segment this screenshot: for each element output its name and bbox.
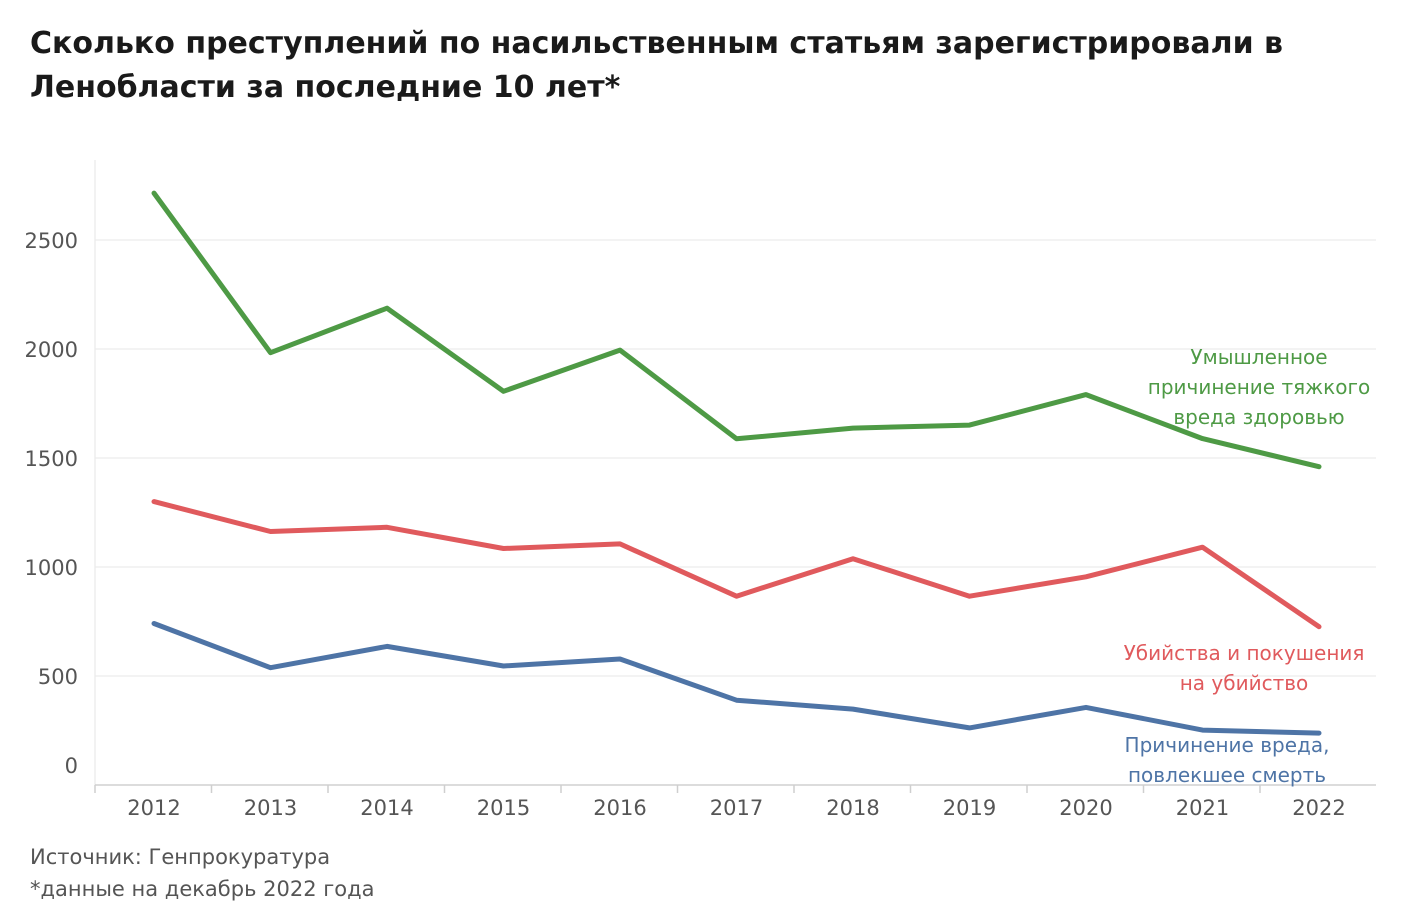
series-line-2 <box>151 499 1322 630</box>
y-tick-label: 2500 <box>25 229 78 253</box>
footnote: *данные на декабрь 2022 года <box>30 877 375 901</box>
series-labels: Умышленное причинение тяжкого вреда здоров… <box>1124 345 1371 787</box>
x-tick-label: 2017 <box>710 796 763 820</box>
y-tick-label: 500 <box>38 665 78 689</box>
series-label-3: повлекшее смерть <box>1128 763 1326 787</box>
series-line-3 <box>151 621 1322 736</box>
x-axis: 2012 2013 2014 2015 2016 2017 2018 2019 2020 2021… <box>94 784 1376 820</box>
x-tick-label: 2014 <box>360 796 413 820</box>
x-tick-label: 2012 <box>127 796 180 820</box>
chart-title: Сколько преступлений по насильственным с… <box>30 26 1284 105</box>
series-line-1 <box>151 190 1322 470</box>
x-tick-label: 2015 <box>477 796 530 820</box>
y-tick-label: 1000 <box>25 556 78 580</box>
y-axis-ticks: 0 500 1000 1500 2000 2500 <box>25 229 78 778</box>
series-label-1: Умышленное <box>1190 345 1327 369</box>
x-tick-label: 2018 <box>826 796 879 820</box>
source-note: Источник: Генпрокуратура <box>30 845 331 869</box>
series-label-1: вреда здоровью <box>1173 405 1344 429</box>
y-tick-label: 2000 <box>25 338 78 362</box>
series-label-1: причинение тяжкого <box>1148 375 1370 399</box>
x-tick-label: 2016 <box>593 796 646 820</box>
y-tick-label: 0 <box>65 754 78 778</box>
x-tick-label: 2019 <box>943 796 996 820</box>
x-tick-label: 2022 <box>1292 796 1345 820</box>
x-tick-label: 2013 <box>244 796 297 820</box>
series-label-3: Причинение вреда, <box>1125 733 1330 757</box>
series-label-2: Убийства и покушения <box>1124 641 1365 665</box>
series-lines <box>151 190 1322 736</box>
x-tick-label: 2021 <box>1176 796 1229 820</box>
gridlines <box>94 160 1376 785</box>
x-tick-label: 2020 <box>1059 796 1112 820</box>
y-tick-label: 1500 <box>25 447 78 471</box>
series-label-2: на убийство <box>1180 671 1309 695</box>
